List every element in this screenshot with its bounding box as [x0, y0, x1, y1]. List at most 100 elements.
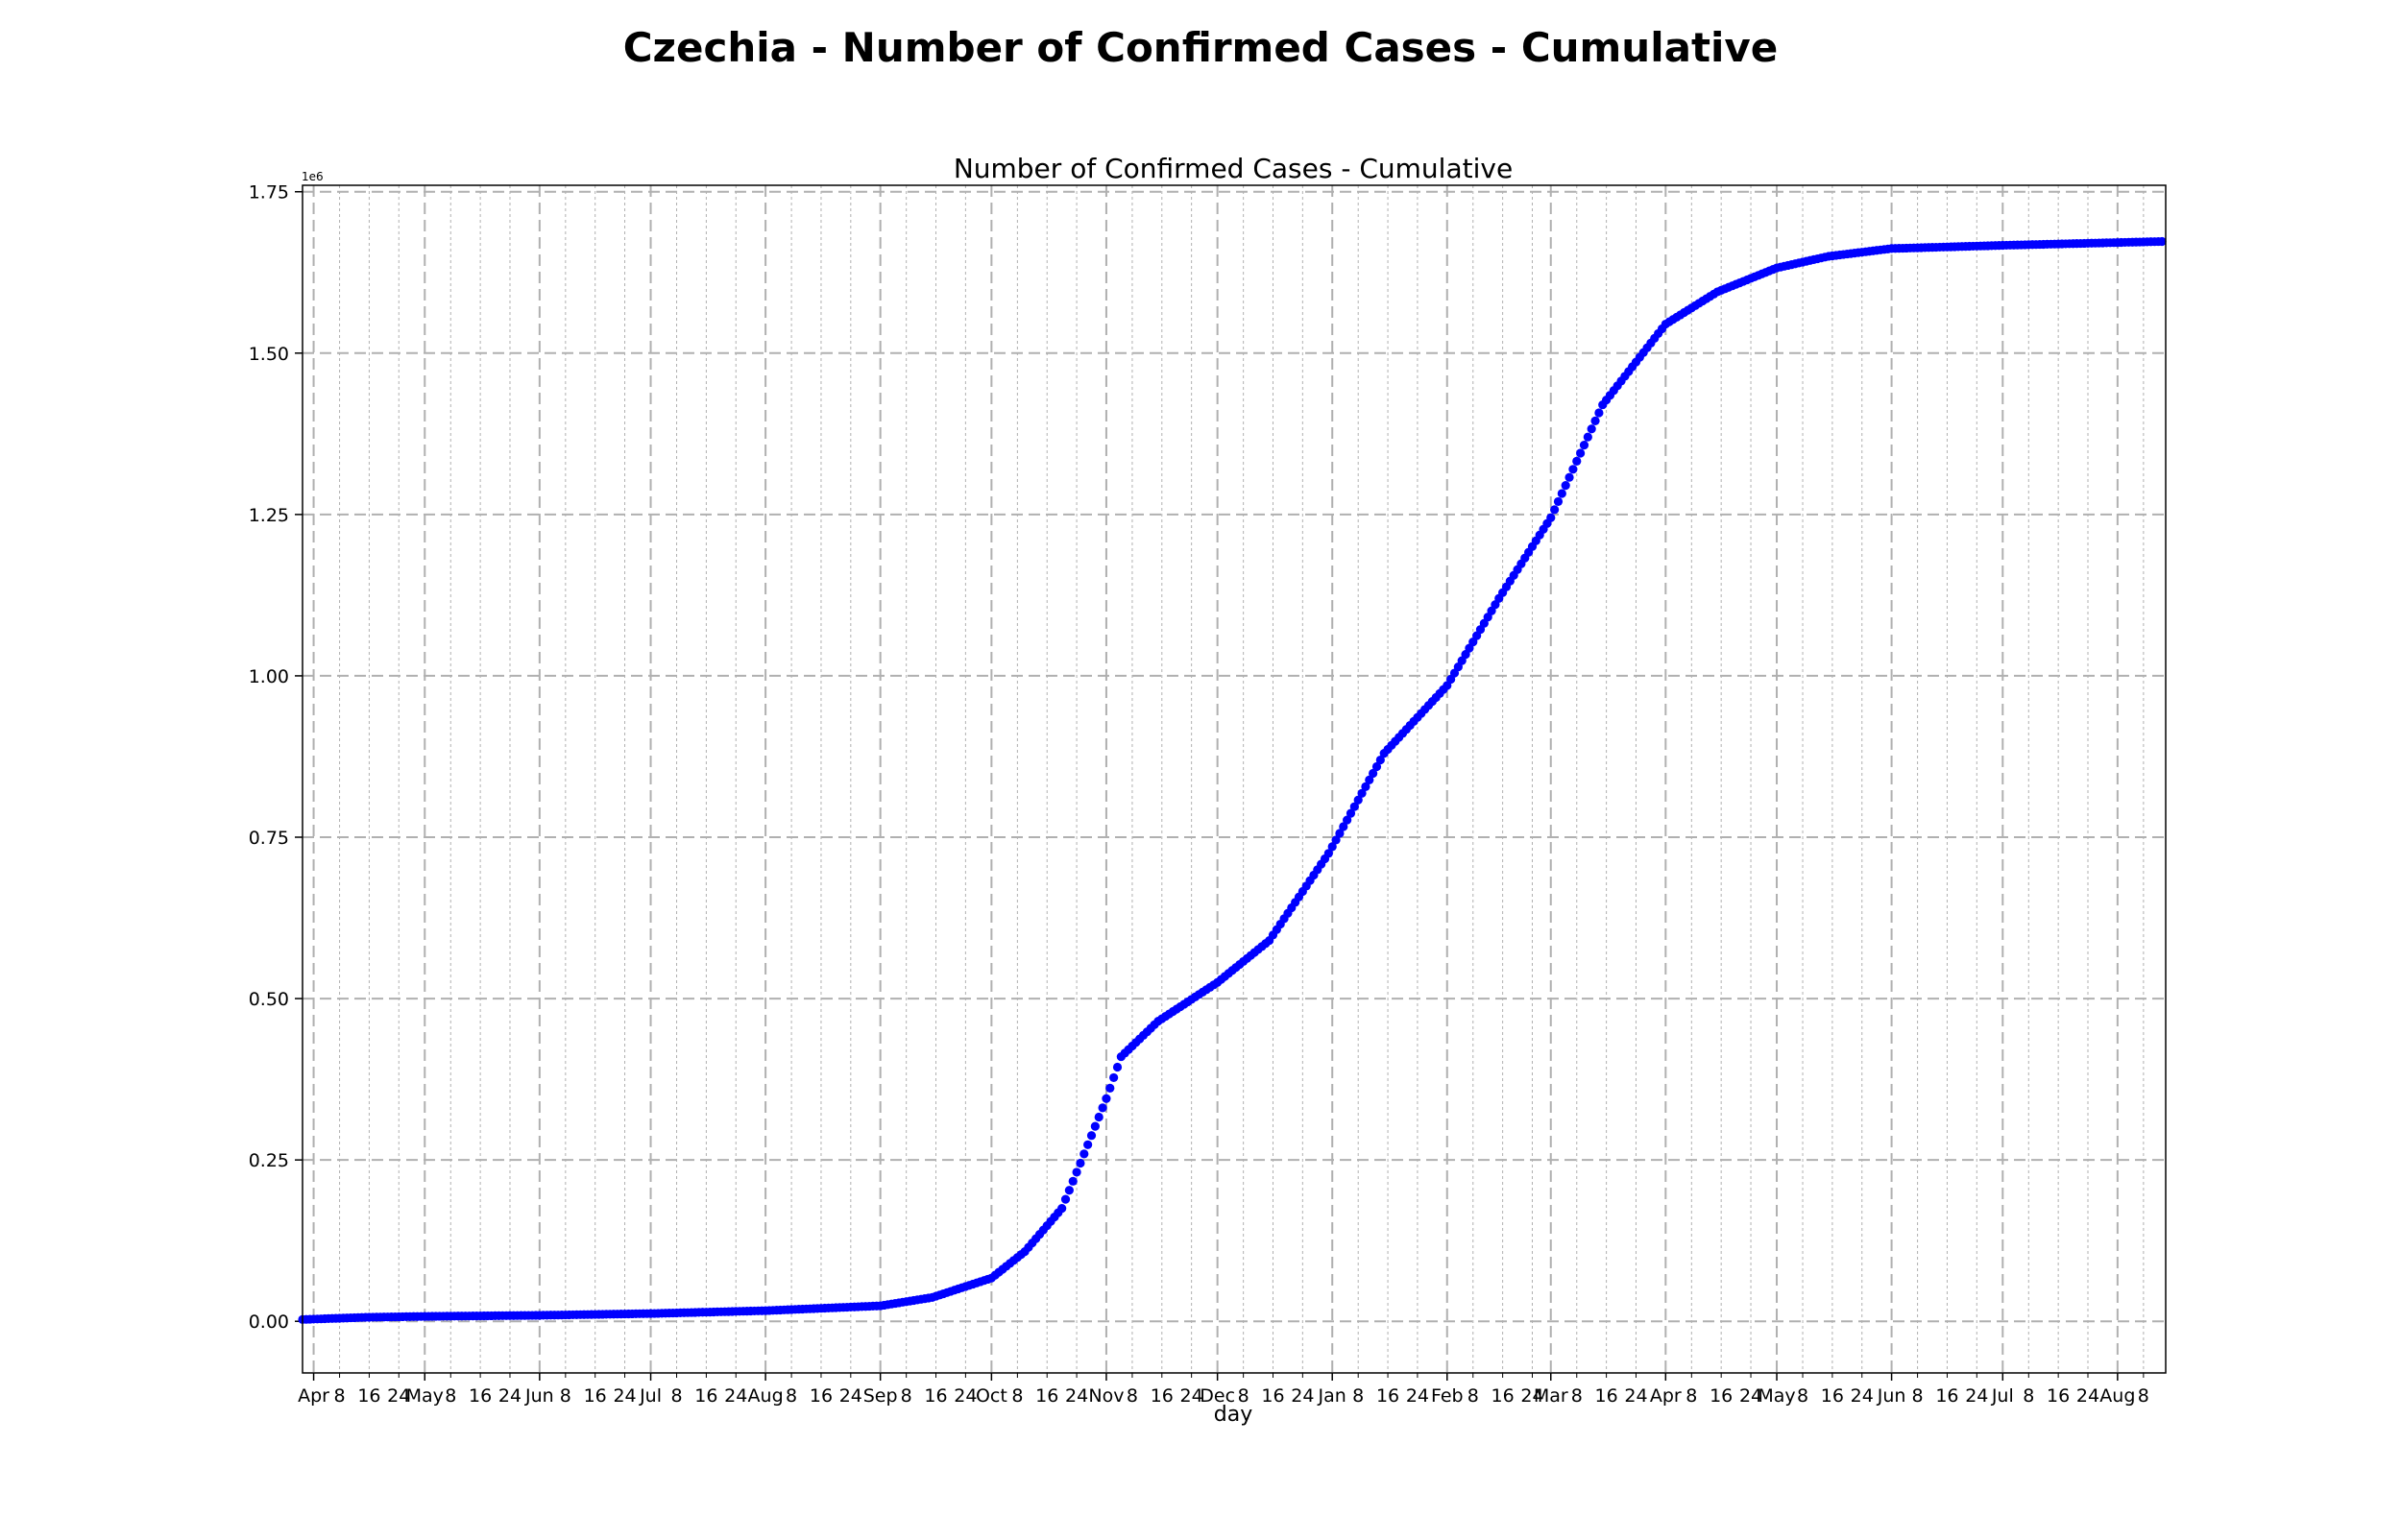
- data-point: [1564, 472, 1574, 482]
- data-point: [1369, 768, 1378, 779]
- x-tick-label-day: 8: [1352, 1385, 1364, 1407]
- x-tick-label-day: 8: [670, 1385, 682, 1407]
- data-point: [1375, 755, 1385, 765]
- x-tick-label-month: Dec: [1200, 1385, 1235, 1407]
- x-tick-label-day: 8: [2023, 1385, 2034, 1407]
- series-points: [298, 236, 2167, 1324]
- x-tick-label-day: 16: [1935, 1385, 1958, 1407]
- data-point: [1112, 1062, 1123, 1072]
- data-point: [1572, 456, 1582, 467]
- x-tick-label-day: 24: [387, 1385, 410, 1407]
- x-tick-label-month: Feb: [1431, 1385, 1464, 1407]
- data-point: [1090, 1121, 1100, 1131]
- x-tick-label-day: 8: [2138, 1385, 2149, 1407]
- y-tick-label: 1.75: [249, 182, 289, 204]
- x-tick-label-day: 24: [1851, 1385, 1874, 1407]
- x-tick-label-month: Jan: [1318, 1385, 1346, 1407]
- x-tick-label-day: 24: [839, 1385, 862, 1407]
- data-point: [1327, 842, 1337, 852]
- data-point: [1550, 505, 1560, 515]
- x-tick-label-month: Oct: [976, 1385, 1007, 1407]
- data-point: [1086, 1131, 1097, 1141]
- data-point: [1357, 788, 1367, 798]
- x-tick-label-month: Aug: [748, 1385, 784, 1407]
- data-point: [1361, 782, 1370, 791]
- x-tick-label-day: 8: [1127, 1385, 1138, 1407]
- y-tick-label: 1.25: [249, 505, 289, 526]
- x-tick-label-day: 8: [1797, 1385, 1808, 1407]
- x-tick-label-day: 16: [1595, 1385, 1618, 1407]
- x-tick-label-day: 16: [1261, 1385, 1284, 1407]
- x-tick-label-month: Nov: [1088, 1385, 1124, 1407]
- x-tick-label-day: 16: [1821, 1385, 1844, 1407]
- x-tick-label-day: 16: [584, 1385, 607, 1407]
- x-axis-label: day: [1214, 1403, 1252, 1427]
- data-point: [1083, 1140, 1093, 1149]
- data-point: [1098, 1103, 1107, 1113]
- data-point: [1343, 815, 1352, 825]
- data-point: [1335, 829, 1345, 838]
- y-tick-label: 0.00: [249, 1311, 289, 1333]
- data-point: [1323, 849, 1333, 858]
- x-tick-label-day: 16: [1710, 1385, 1733, 1407]
- data-point: [1353, 795, 1363, 805]
- x-tick-label-day: 16: [1376, 1385, 1399, 1407]
- x-tick-label-month: Jul: [1991, 1385, 2014, 1407]
- x-tick-label-day: 24: [613, 1385, 636, 1407]
- data-point: [1594, 408, 1604, 418]
- data-point: [1064, 1186, 1074, 1195]
- x-tick-label-day: 8: [1467, 1385, 1479, 1407]
- data-point: [1072, 1167, 1081, 1177]
- x-tick-label-month: Jun: [524, 1385, 554, 1407]
- x-tick-label-day: 16: [2047, 1385, 2070, 1407]
- x-tick-label-month: Jul: [639, 1385, 662, 1407]
- x-tick-label-day: 24: [1291, 1385, 1314, 1407]
- x-tick-label-day: 16: [1151, 1385, 1174, 1407]
- data-point: [1105, 1083, 1115, 1093]
- x-tick-label-day: 24: [1065, 1385, 1088, 1407]
- x-tick-label-day: 8: [1686, 1385, 1697, 1407]
- x-tick-label-day: 16: [694, 1385, 717, 1407]
- x-tick-label-day: 24: [1406, 1385, 1429, 1407]
- data-point: [1576, 448, 1586, 458]
- data-point: [1561, 481, 1570, 491]
- x-tick-label-day: 24: [2076, 1385, 2099, 1407]
- x-tick-label-month: Mar: [1534, 1385, 1568, 1407]
- data-point: [1068, 1176, 1078, 1186]
- y-tick-label: 0.50: [249, 989, 289, 1010]
- x-tick-label-month: Sep: [863, 1385, 898, 1407]
- x-tick-label-day: 8: [1011, 1385, 1023, 1407]
- grid-layer: [303, 185, 2166, 1373]
- plot-area-frame: [302, 184, 2167, 1374]
- x-tick-label-day: 8: [1571, 1385, 1583, 1407]
- x-tick-label-day: 16: [1492, 1385, 1515, 1407]
- data-point: [1346, 808, 1356, 818]
- figure-title: Czechia - Number of Confirmed Cases - Cu…: [623, 24, 1779, 71]
- x-tick-label-month: Aug: [2099, 1385, 2135, 1407]
- x-tick-label-day: 8: [560, 1385, 571, 1407]
- data-point: [1060, 1194, 1071, 1204]
- data-point: [1583, 432, 1592, 442]
- x-tick-label-day: 24: [1739, 1385, 1762, 1407]
- x-tick-label-month: Jun: [1877, 1385, 1906, 1407]
- x-tick-label-month: May: [406, 1385, 444, 1407]
- data-point: [1102, 1094, 1111, 1103]
- axes-title: Number of Confirmed Cases - Cumulative: [954, 153, 1513, 184]
- data-point: [1094, 1112, 1103, 1122]
- x-tick-label-day: 8: [786, 1385, 797, 1407]
- x-tick-label-day: 8: [1912, 1385, 1924, 1407]
- data-point: [1553, 496, 1564, 507]
- data-point: [1568, 465, 1578, 474]
- y-tick-label: 0.25: [249, 1150, 289, 1171]
- data-point: [1590, 416, 1600, 425]
- y-axis-ticks: 0.00 0.25 0.50 0.75 1.00 1.25 1.50 1.75: [249, 182, 303, 1333]
- data-point: [1109, 1072, 1119, 1083]
- data-point: [1371, 761, 1382, 772]
- x-tick-label-day: 16: [1035, 1385, 1058, 1407]
- x-tick-label-day: 24: [1624, 1385, 1647, 1407]
- y-tick-label: 1.50: [249, 344, 289, 365]
- y-tick-label: 1.00: [249, 666, 289, 687]
- x-tick-label-day: 24: [724, 1385, 747, 1407]
